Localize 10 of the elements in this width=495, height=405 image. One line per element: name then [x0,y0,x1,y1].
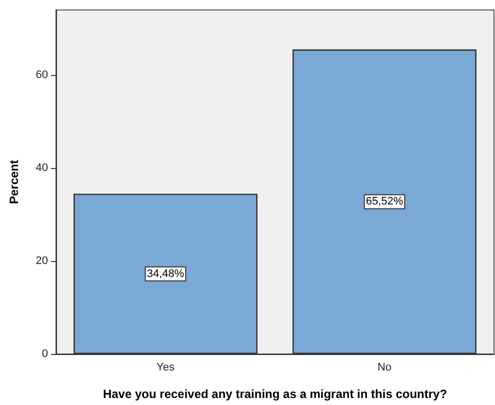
y-tick-label: 60 [36,69,48,82]
y-tick-label: 20 [36,255,48,268]
x-tick-label: Yes [156,362,175,374]
y-axis-title: Percent [7,160,21,204]
data-label: 65,52% [366,196,404,208]
x-axis-title: Have you received any training as a migrant in this country? [102,387,448,401]
data-label: 34,48% [146,268,184,280]
x-tick-label: No [377,362,392,374]
y-tick-label: 0 [42,348,48,360]
y-tick-label: 40 [36,162,48,174]
